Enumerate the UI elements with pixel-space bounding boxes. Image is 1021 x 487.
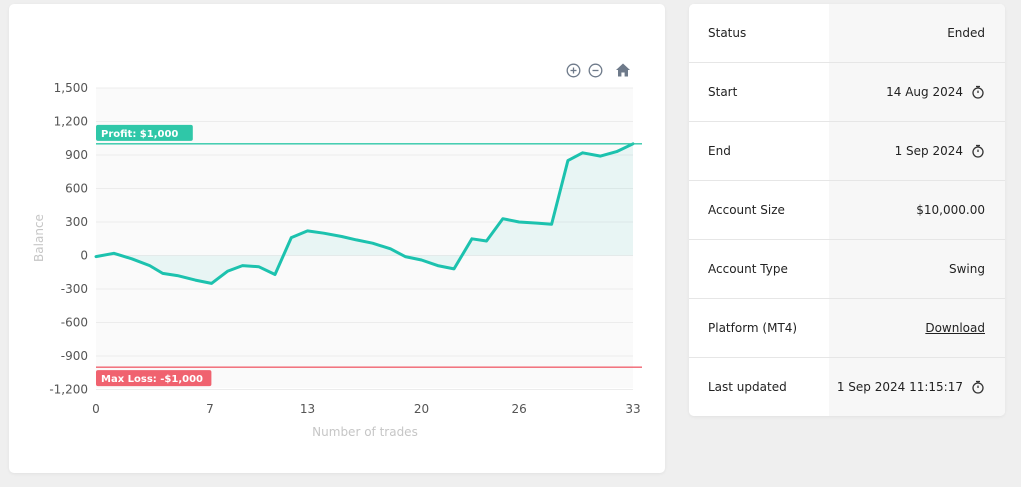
info-label: Status: [689, 4, 829, 62]
balance-chart: 1,500 1,200 900 600 300 0 -300 -600 -900 -1,200 0…: [32, 81, 642, 439]
info-label: Account Size: [689, 181, 829, 239]
x-tick-label: 0: [92, 402, 100, 416]
info-row-account-type: Account Type Swing: [689, 240, 1005, 299]
info-row-status: Status Ended: [689, 4, 1005, 63]
last-updated-value: 1 Sep 2024 11:15:17: [836, 380, 963, 394]
x-tick-label: 33: [625, 402, 640, 416]
info-row-start: Start 14 Aug 2024: [689, 63, 1005, 122]
info-label: Last updated: [689, 358, 829, 416]
y-axis-ticks: 1,500 1,200 900 600 300 0 -300 -600 -900 -1,200: [49, 81, 88, 397]
x-tick-label: 20: [414, 402, 429, 416]
reference-lines: Profit: $1,000 Max Loss: -$1,000: [96, 124, 642, 387]
y-tick-label: 1,200: [54, 115, 88, 129]
x-axis-label: Number of trades: [312, 425, 418, 439]
y-tick-label: 300: [65, 215, 88, 229]
info-label: End: [689, 122, 829, 180]
y-tick-label: -1,200: [49, 383, 88, 397]
chart-toolbar: [565, 62, 631, 78]
info-row-account-size: Account Size $10,000.00: [689, 181, 1005, 240]
info-label: Account Type: [689, 240, 829, 298]
zoom-out-icon[interactable]: [587, 62, 603, 78]
y-tick-label: -900: [61, 349, 88, 363]
stopwatch-icon: [971, 85, 985, 99]
y-tick-label: 900: [65, 148, 88, 162]
y-tick-label: 600: [65, 182, 88, 196]
zoom-in-icon[interactable]: [565, 62, 581, 78]
reference-label-box: [96, 124, 193, 141]
account-type-value: Swing: [949, 262, 985, 276]
y-axis-label: Balance: [32, 214, 46, 262]
balance-area-fill: [96, 143, 633, 284]
info-label: Platform (MT4): [689, 299, 829, 357]
y-tick-label: -300: [61, 282, 88, 296]
x-tick-label: 7: [206, 402, 214, 416]
y-tick-label: 0: [80, 249, 88, 263]
x-tick-label: 26: [511, 402, 526, 416]
download-link[interactable]: Download: [925, 321, 985, 335]
info-label: Start: [689, 63, 829, 121]
reset-zoom-home-icon[interactable]: [615, 62, 631, 78]
start-date-value: 14 Aug 2024: [886, 85, 963, 99]
y-tick-label: 1,500: [54, 81, 88, 95]
grid-lines: [96, 87, 633, 390]
info-row-end: End 1 Sep 2024: [689, 122, 1005, 181]
stopwatch-icon: [971, 380, 985, 394]
account-info-card: Status Ended Start 14 Aug 2024 End 1 Sep…: [689, 4, 1005, 416]
reference-label: Profit: $1,000: [101, 129, 178, 140]
reference-label: Max Loss: -$1,000: [101, 374, 203, 385]
balance-series-line: [94, 142, 635, 285]
status-value: Ended: [947, 26, 985, 40]
y-tick-label: -600: [61, 316, 88, 330]
account-size-value: $10,000.00: [916, 203, 985, 217]
info-row-platform: Platform (MT4) Download: [689, 299, 1005, 358]
end-date-value: 1 Sep 2024: [894, 144, 963, 158]
x-tick-label: 13: [300, 402, 315, 416]
x-axis-ticks: 0 7 13 20 26 33: [92, 402, 640, 416]
balance-chart-card: 1,500 1,200 900 600 300 0 -300 -600 -900 -1,200 0…: [9, 4, 665, 473]
reference-label-box: [96, 370, 212, 387]
stopwatch-icon: [971, 144, 985, 158]
info-row-last-updated: Last updated 1 Sep 2024 11:15:17: [689, 358, 1005, 416]
